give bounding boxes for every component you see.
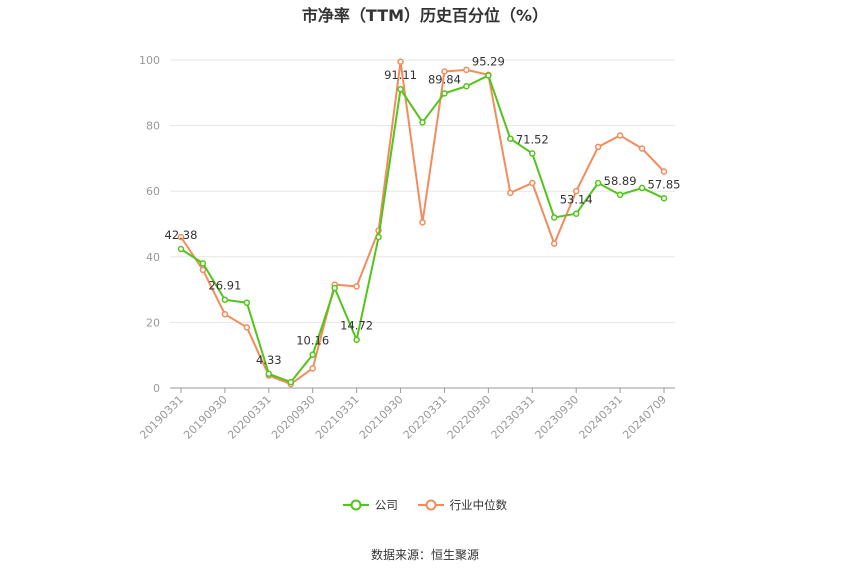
x-tick-label: 20230331 (489, 393, 538, 442)
legend-company-marker (342, 499, 369, 511)
legend: 公司 行业中位数 (0, 497, 850, 515)
data-point[interactable] (638, 145, 646, 152)
data-point[interactable] (660, 168, 668, 175)
data-point[interactable] (419, 119, 426, 126)
data-label: 4.33 (256, 353, 282, 367)
data-point[interactable] (353, 283, 360, 290)
legend-item-company[interactable]: 公司 (342, 497, 398, 513)
data-point[interactable] (572, 210, 580, 217)
series-lines (177, 58, 668, 388)
data-label: 95.29 (472, 54, 505, 68)
data-label: 57.85 (648, 177, 681, 191)
data-point[interactable] (177, 245, 185, 253)
legend-label-industry-median: 行业中位数 (449, 498, 508, 512)
data-point[interactable] (243, 324, 251, 331)
data-label: 91.11 (384, 68, 417, 82)
data-point[interactable] (441, 90, 448, 97)
data-point[interactable] (309, 351, 316, 358)
data-point[interactable] (309, 365, 316, 372)
x-tick-label: 20200331 (225, 393, 274, 442)
x-tick-label: 20220930 (445, 393, 494, 442)
data-point[interactable] (572, 187, 580, 195)
y-tick-label: 60 (146, 185, 160, 198)
data-point[interactable] (199, 260, 207, 267)
x-tick-label: 20190331 (137, 393, 186, 442)
legend-industry-marker (417, 499, 444, 511)
data-point[interactable] (441, 68, 448, 75)
grid-lines (170, 59, 675, 323)
data-point[interactable] (177, 233, 185, 241)
x-tick-label: 20220331 (401, 393, 450, 442)
data-point[interactable] (550, 240, 558, 247)
x-tick-label: 20240709 (620, 393, 669, 442)
data-point[interactable] (529, 150, 536, 157)
chart-title: 市净率（TTM）历史百分位（%） (301, 6, 549, 25)
data-point[interactable] (243, 299, 251, 306)
data-point[interactable] (375, 233, 382, 241)
data-point[interactable] (199, 266, 207, 274)
data-labels: 42.38 26.91 4.33 10.16 14.72 91.11 89.84 95.29 7… (165, 54, 681, 366)
data-point[interactable] (397, 85, 404, 93)
x-tick-label: 20230930 (533, 393, 582, 442)
y-tick-label: 40 (146, 251, 160, 264)
y-tick-label: 100 (139, 54, 160, 67)
data-point[interactable] (221, 310, 229, 318)
data-label: 14.72 (340, 319, 373, 333)
data-point[interactable] (265, 370, 273, 378)
axes: 0 20 40 60 80 100 2019033120190930202003312020… (137, 54, 675, 442)
x-tick-label: 20240331 (576, 393, 625, 442)
data-point[interactable] (616, 132, 624, 139)
data-label: 58.89 (604, 174, 637, 188)
data-point[interactable] (353, 336, 360, 343)
data-label: 53.14 (560, 193, 593, 207)
data-point[interactable] (594, 179, 602, 187)
data-label: 89.84 (428, 72, 461, 86)
data-point[interactable] (287, 378, 295, 386)
data-point[interactable] (529, 179, 536, 187)
data-label: 42.38 (165, 228, 198, 242)
legend-item-industry-median[interactable]: 行业中位数 (417, 497, 508, 513)
data-point[interactable] (397, 58, 404, 65)
data-label: 26.91 (208, 279, 241, 293)
y-tick-label: 20 (146, 316, 160, 329)
x-tick-label: 20210930 (357, 393, 406, 442)
x-tick-label: 20210331 (313, 393, 362, 442)
data-label: 71.52 (516, 132, 549, 146)
y-tick-label: 0 (153, 382, 160, 395)
data-point[interactable] (594, 143, 602, 151)
x-tick-label: 20190930 (181, 393, 230, 442)
data-point[interactable] (616, 191, 624, 199)
chart-canvas: 0 20 40 60 80 100 2019033120190930202003312020… (137, 54, 681, 442)
data-point[interactable] (485, 72, 492, 79)
data-point[interactable] (550, 214, 558, 221)
data-point[interactable] (660, 195, 668, 202)
data-point[interactable] (507, 189, 514, 197)
data-label: 10.16 (296, 334, 329, 348)
data-point[interactable] (331, 284, 338, 292)
x-tick-label: 20200930 (269, 393, 318, 442)
y-tick-label: 80 (146, 120, 160, 133)
data-point[interactable] (507, 135, 514, 142)
data-point[interactable] (463, 66, 470, 74)
legend-label-company: 公司 (374, 498, 398, 512)
data-point[interactable] (638, 184, 646, 192)
data-point[interactable] (221, 296, 229, 303)
data-source: 数据来源：恒生聚源 (370, 548, 479, 562)
data-point[interactable] (419, 219, 426, 226)
data-point[interactable] (463, 82, 470, 90)
